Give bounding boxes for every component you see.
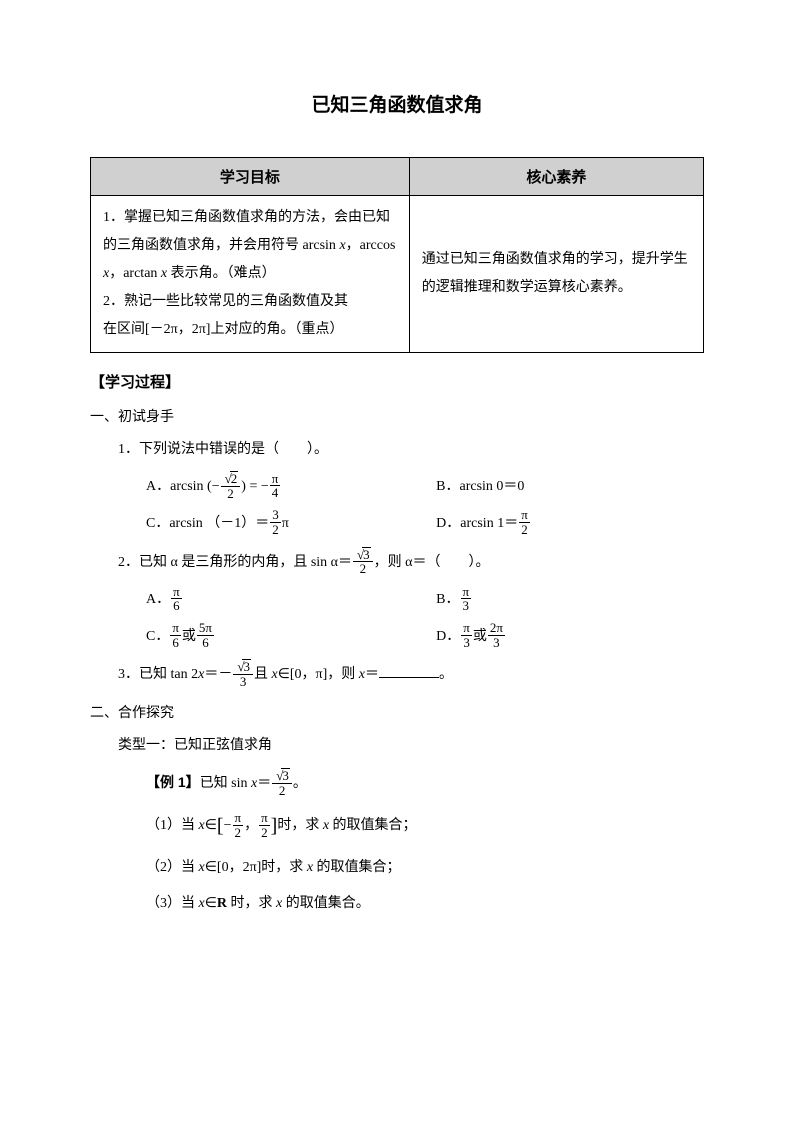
process-head: 【学习过程】: [90, 371, 704, 392]
q2: 2．已知 α 是三角形的内角，且 sin α＝32，则 α＝（ ）。: [90, 548, 704, 577]
q2-post: ，则 α＝（ ）。: [374, 554, 490, 569]
q3: 3．已知 tan 2x＝－33且 x∈[0，π]，则 x＝。: [90, 660, 704, 689]
td-left-1b: ，arccos: [346, 238, 396, 253]
p3-set: ∈: [205, 896, 217, 911]
p2-set: ∈[0，2π]时，求: [205, 860, 307, 875]
q3-mid: ＝－: [204, 667, 232, 682]
p2-pre: （2）当: [146, 860, 199, 875]
q2B: B．: [436, 592, 459, 607]
q1D-pre: D．arcsin 1＝: [436, 516, 518, 531]
q2-optA: A．π6: [146, 585, 436, 616]
page: 已知三角函数值求角 学习目标 核心素养 1．掌握已知三角函数值求角的方法，会由已…: [0, 0, 794, 966]
q2-opts-row2: C．π6或5π6 D．π3或2π3: [90, 622, 704, 653]
q2C-or: 或: [182, 629, 196, 644]
td-left-1d: 表示角。（难点）: [167, 266, 276, 281]
td-left-2a: 2．熟记一些比较常见的三角函数值及其: [103, 294, 348, 309]
p1: （1）当 x∈[−π2，π2]时，求 x 的取值集合；: [90, 806, 704, 846]
goals-table: 学习目标 核心素养 1．掌握已知三角函数值求角的方法，会由已知的三角函数值求角，…: [90, 157, 704, 353]
p3-pre: （3）当: [146, 896, 199, 911]
p3: （3）当 x∈R 时，求 x 的取值集合。: [90, 890, 704, 918]
p1-pre: （1）当: [146, 818, 199, 833]
q2D: D．: [436, 629, 460, 644]
q2-optD: D．π3或2π3: [436, 622, 704, 653]
q2D-or: 或: [473, 629, 487, 644]
q3-and: 且: [254, 667, 272, 682]
q2-optB: B．π3: [436, 585, 704, 616]
td-left-1c: ，arctan: [109, 266, 161, 281]
sec2-head: 二、合作探究: [90, 702, 704, 722]
td-left-2b: 在区间[－2π，2π]上对应的角。（重点）: [103, 322, 343, 337]
q2A: A．: [146, 592, 170, 607]
p3-R: R: [217, 896, 227, 911]
q1-optC: C．arcsin （－1）＝32π: [146, 509, 436, 540]
blank: [379, 664, 439, 678]
q1A-pre: A．arcsin: [146, 479, 204, 494]
p1-post: 时，求: [277, 818, 323, 833]
q1-opts-row2: C．arcsin （－1）＝32π D．arcsin 1＝π2: [90, 509, 704, 540]
q1-opts-row1: A．arcsin (−22) = −π4 B．arcsin 0＝0: [90, 472, 704, 503]
sec1-head: 一、初试身手: [90, 406, 704, 426]
ex1-eq: ＝: [257, 776, 271, 791]
q1-optB: B．arcsin 0＝0: [436, 472, 704, 503]
q2-optC: C．π6或5π6: [146, 622, 436, 653]
ex1-label: 【例 1】: [146, 774, 200, 790]
q2-pre: 2．已知 α 是三角形的内角，且 sin α＝: [118, 554, 352, 569]
q3-eq: ＝: [365, 667, 379, 682]
q1: 1．下列说法中错误的是（ ）。: [90, 436, 704, 464]
td-left: 1．掌握已知三角函数值求角的方法，会由已知的三角函数值求角，并会用符号 arcs…: [91, 196, 410, 353]
page-title: 已知三角函数值求角: [90, 90, 704, 117]
p1-tail: 的取值集合；: [329, 818, 417, 833]
q3-in: ∈[0，π]，则: [278, 667, 359, 682]
p1-setpre: ∈: [205, 818, 217, 833]
td-right: 通过已知三角函数值求角的学习，提升学生的逻辑推理和数学运算核心素养。: [409, 196, 703, 353]
ex1: 【例 1】已知 sin x＝32。: [90, 768, 704, 798]
type1: 类型一：已知正弦值求角: [90, 732, 704, 760]
td-right-1: 通过已知三角函数值求角的学习，提升学生的逻辑推理和数学运算核心素养。: [422, 252, 688, 295]
q2-opts-row1: A．π6 B．π3: [90, 585, 704, 616]
ex1-text: 已知 sin: [200, 776, 251, 791]
q1-optD: D．arcsin 1＝π2: [436, 509, 704, 540]
p2-tail: 的取值集合；: [313, 860, 401, 875]
th-left: 学习目标: [91, 158, 410, 196]
p3-post: 时，求: [227, 896, 276, 911]
p2: （2）当 x∈[0，2π]时，求 x 的取值集合；: [90, 854, 704, 882]
th-right: 核心素养: [409, 158, 703, 196]
p3-tail: 的取值集合。: [282, 896, 370, 911]
q3-pre: 3．已知 tan 2: [118, 667, 198, 682]
q3-end: 。: [439, 667, 453, 682]
ex1-end: 。: [293, 776, 307, 791]
q1C-pre: C．arcsin （－1）＝: [146, 516, 269, 531]
q2C: C．: [146, 629, 169, 644]
q1-optA: A．arcsin (−22) = −π4: [146, 472, 436, 503]
